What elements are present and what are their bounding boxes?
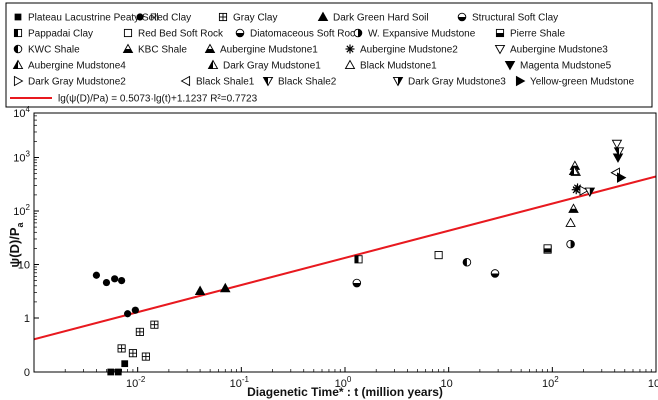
legend-marker-pappadai-clay <box>13 28 23 38</box>
legend-label-pappadai-clay: Pappadai Clay <box>28 29 93 40</box>
legend-marker-kwc-shale <box>13 44 23 54</box>
legend-label-aubergine-mudstone1: Aubergine Mudstone1 <box>220 45 318 56</box>
y-tick-label: 10 <box>18 260 30 272</box>
point-red-clay-3 <box>118 277 126 285</box>
legend-label-black-shale2: Black Shale2 <box>278 77 337 88</box>
point-pierre-shale-0 <box>543 244 552 253</box>
legend-marker-black-shale1 <box>180 75 191 87</box>
point-black-shale2-0 <box>613 147 625 157</box>
x-axis-title: Diagenetic Time* : t (million years) <box>247 385 443 399</box>
x-tick-label: 102 <box>542 375 559 390</box>
legend-marker-pierre-shale <box>495 28 505 38</box>
point-dark-gray-mudstone1-0 <box>568 165 580 176</box>
point-dark-green-hard-soil-1 <box>220 282 231 293</box>
point-gray-clay-3 <box>141 352 150 361</box>
legend-label-diatomaceous-soft-rock: Diatomaceous Soft Rock <box>250 29 361 40</box>
y-tick-label: 103 <box>13 150 30 165</box>
legend-label-red-clay: Red Clay <box>150 13 191 24</box>
legend-marker-aubergine-mudstone1 <box>204 43 216 54</box>
legend-label-kbc-shale: KBC Shale <box>138 45 187 56</box>
legend-label-dark-gray-mudstone1: Dark Gray Mudstone1 <box>223 61 321 72</box>
legend-marker-gray-clay <box>218 12 228 22</box>
legend-frame <box>5 2 653 108</box>
legend-label-dark-gray-mudstone3: Dark Gray Mudstone3 <box>408 77 506 88</box>
point-dark-gray-mudstone3-0 <box>584 187 596 198</box>
point-red-clay-5 <box>131 306 139 314</box>
y-tick-label: 0 <box>24 367 30 379</box>
legend-marker-aubergine-mudstone2 <box>345 44 355 54</box>
point-pappadai-clay-0 <box>354 255 363 264</box>
legend-marker-diatomaceous-soft-rock <box>235 28 245 38</box>
point-red-clay-0 <box>92 271 101 279</box>
legend-marker-dark-gray-mudstone1 <box>207 59 219 70</box>
legend-marker-red-bed-soft-rock <box>123 28 133 38</box>
legend-marker-w-expansive-mudstone <box>353 28 363 38</box>
legend-label-aubergine-mudstone4: Aubergine Mudstone4 <box>28 61 126 72</box>
legend-marker-dark-green-hard-soil <box>317 11 329 22</box>
legend-marker-red-clay <box>136 13 144 21</box>
legend-label-kwc-shale: KWC Shale <box>28 45 80 56</box>
legend-label-dark-gray-mudstone2: Dark Gray Mudstone2 <box>28 77 126 88</box>
plot-area <box>34 139 656 376</box>
legend-marker-magenta-mudstone5 <box>504 60 516 71</box>
legend-marker-yellow-green-mudstone <box>515 75 526 87</box>
y-tick-label: 102 <box>13 203 30 218</box>
point-kwc-shale-0 <box>462 258 472 267</box>
plot-frame <box>33 112 657 373</box>
legend-label-black-shale1: Black Shale1 <box>196 77 255 88</box>
point-red-clay-4 <box>124 310 132 318</box>
point-red-bed-soft-rock-0 <box>434 251 443 260</box>
point-dark-gray-mudstone2-0 <box>579 185 589 196</box>
legend-label-structural-soft-clay: Structural Soft Clay <box>472 13 558 24</box>
y-axis-title: ψ(D)/Pa <box>7 221 25 267</box>
point-aubergine-mudstone3-0 <box>611 139 623 150</box>
legend-label-yellow-green-mudstone: Yellow-green Mudstone <box>530 77 635 88</box>
legend-label-red-bed-soft-rock: Red Bed Soft Rock <box>138 29 224 40</box>
x-tick-label: 10 <box>648 378 658 390</box>
point-kbc-shale-0 <box>568 203 579 213</box>
legend-marker-dark-gray-mudstone3 <box>392 76 404 87</box>
point-black-mudstone1-0 <box>565 217 576 227</box>
point-red-clay-2 <box>111 275 119 283</box>
y-tick-label: 1 <box>24 313 30 325</box>
legend-label-gray-clay: Gray Clay <box>233 13 277 24</box>
point-magenta-mudstone5-0 <box>612 153 624 163</box>
legend-marker-structural-soft-clay <box>457 12 467 22</box>
legend-label-plateau-lacustrine-peaty-soil: Plateau Lacustrine Peaty Soil <box>28 13 159 24</box>
legend-marker-plateau-lacustrine-peaty-soil <box>14 13 22 21</box>
legend-label-dark-green-hard-soil: Dark Green Hard Soil <box>333 13 429 24</box>
legend-label-w-expansive-mudstone: W. Expansive Mudstone <box>368 29 476 40</box>
point-diatomaceous-soft-rock-0 <box>352 278 362 288</box>
legend-marker-dark-gray-mudstone2 <box>13 75 24 87</box>
point-w-expansive-mudstone-0 <box>566 239 575 249</box>
legend-label-aubergine-mudstone2: Aubergine Mudstone2 <box>360 45 458 56</box>
x-tick-label: 10-2 <box>126 375 146 390</box>
point-dark-green-hard-soil-0 <box>194 285 206 296</box>
legend-label-black-mudstone1: Black Mudstone1 <box>360 61 437 72</box>
point-gray-clay-1 <box>128 349 137 358</box>
point-red-clay-1 <box>102 278 111 287</box>
point-gray-clay-0 <box>117 344 126 353</box>
legend-marker-aubergine-mudstone3 <box>494 44 506 55</box>
legend-label-aubergine-mudstone3: Aubergine Mudstone3 <box>510 45 608 56</box>
point-structural-soft-clay-0 <box>490 269 500 278</box>
legend-label-pierre-shale: Pierre Shale <box>510 29 565 40</box>
legend-label-magenta-mudstone5: Magenta Mudstone5 <box>520 61 612 72</box>
y-tick-label: 104 <box>13 105 30 120</box>
legend-marker-black-mudstone1 <box>344 59 356 70</box>
legend-marker-black-shale2 <box>262 76 274 87</box>
point-yellow-green-mudstone-0 <box>616 172 627 183</box>
legend-fit-label: lg(ψ(D)/Pa) = 0.5073·lg(t)+1.1237 R²=0.7… <box>58 94 258 105</box>
point-plateau-lacustrine-peaty-soil-2 <box>121 360 129 368</box>
legend-marker-kbc-shale <box>122 43 134 54</box>
point-gray-clay-2 <box>135 327 144 336</box>
x-tick-label: 10 <box>441 378 453 390</box>
legend-marker-aubergine-mudstone4 <box>12 59 24 70</box>
point-gray-clay-4 <box>150 320 159 329</box>
